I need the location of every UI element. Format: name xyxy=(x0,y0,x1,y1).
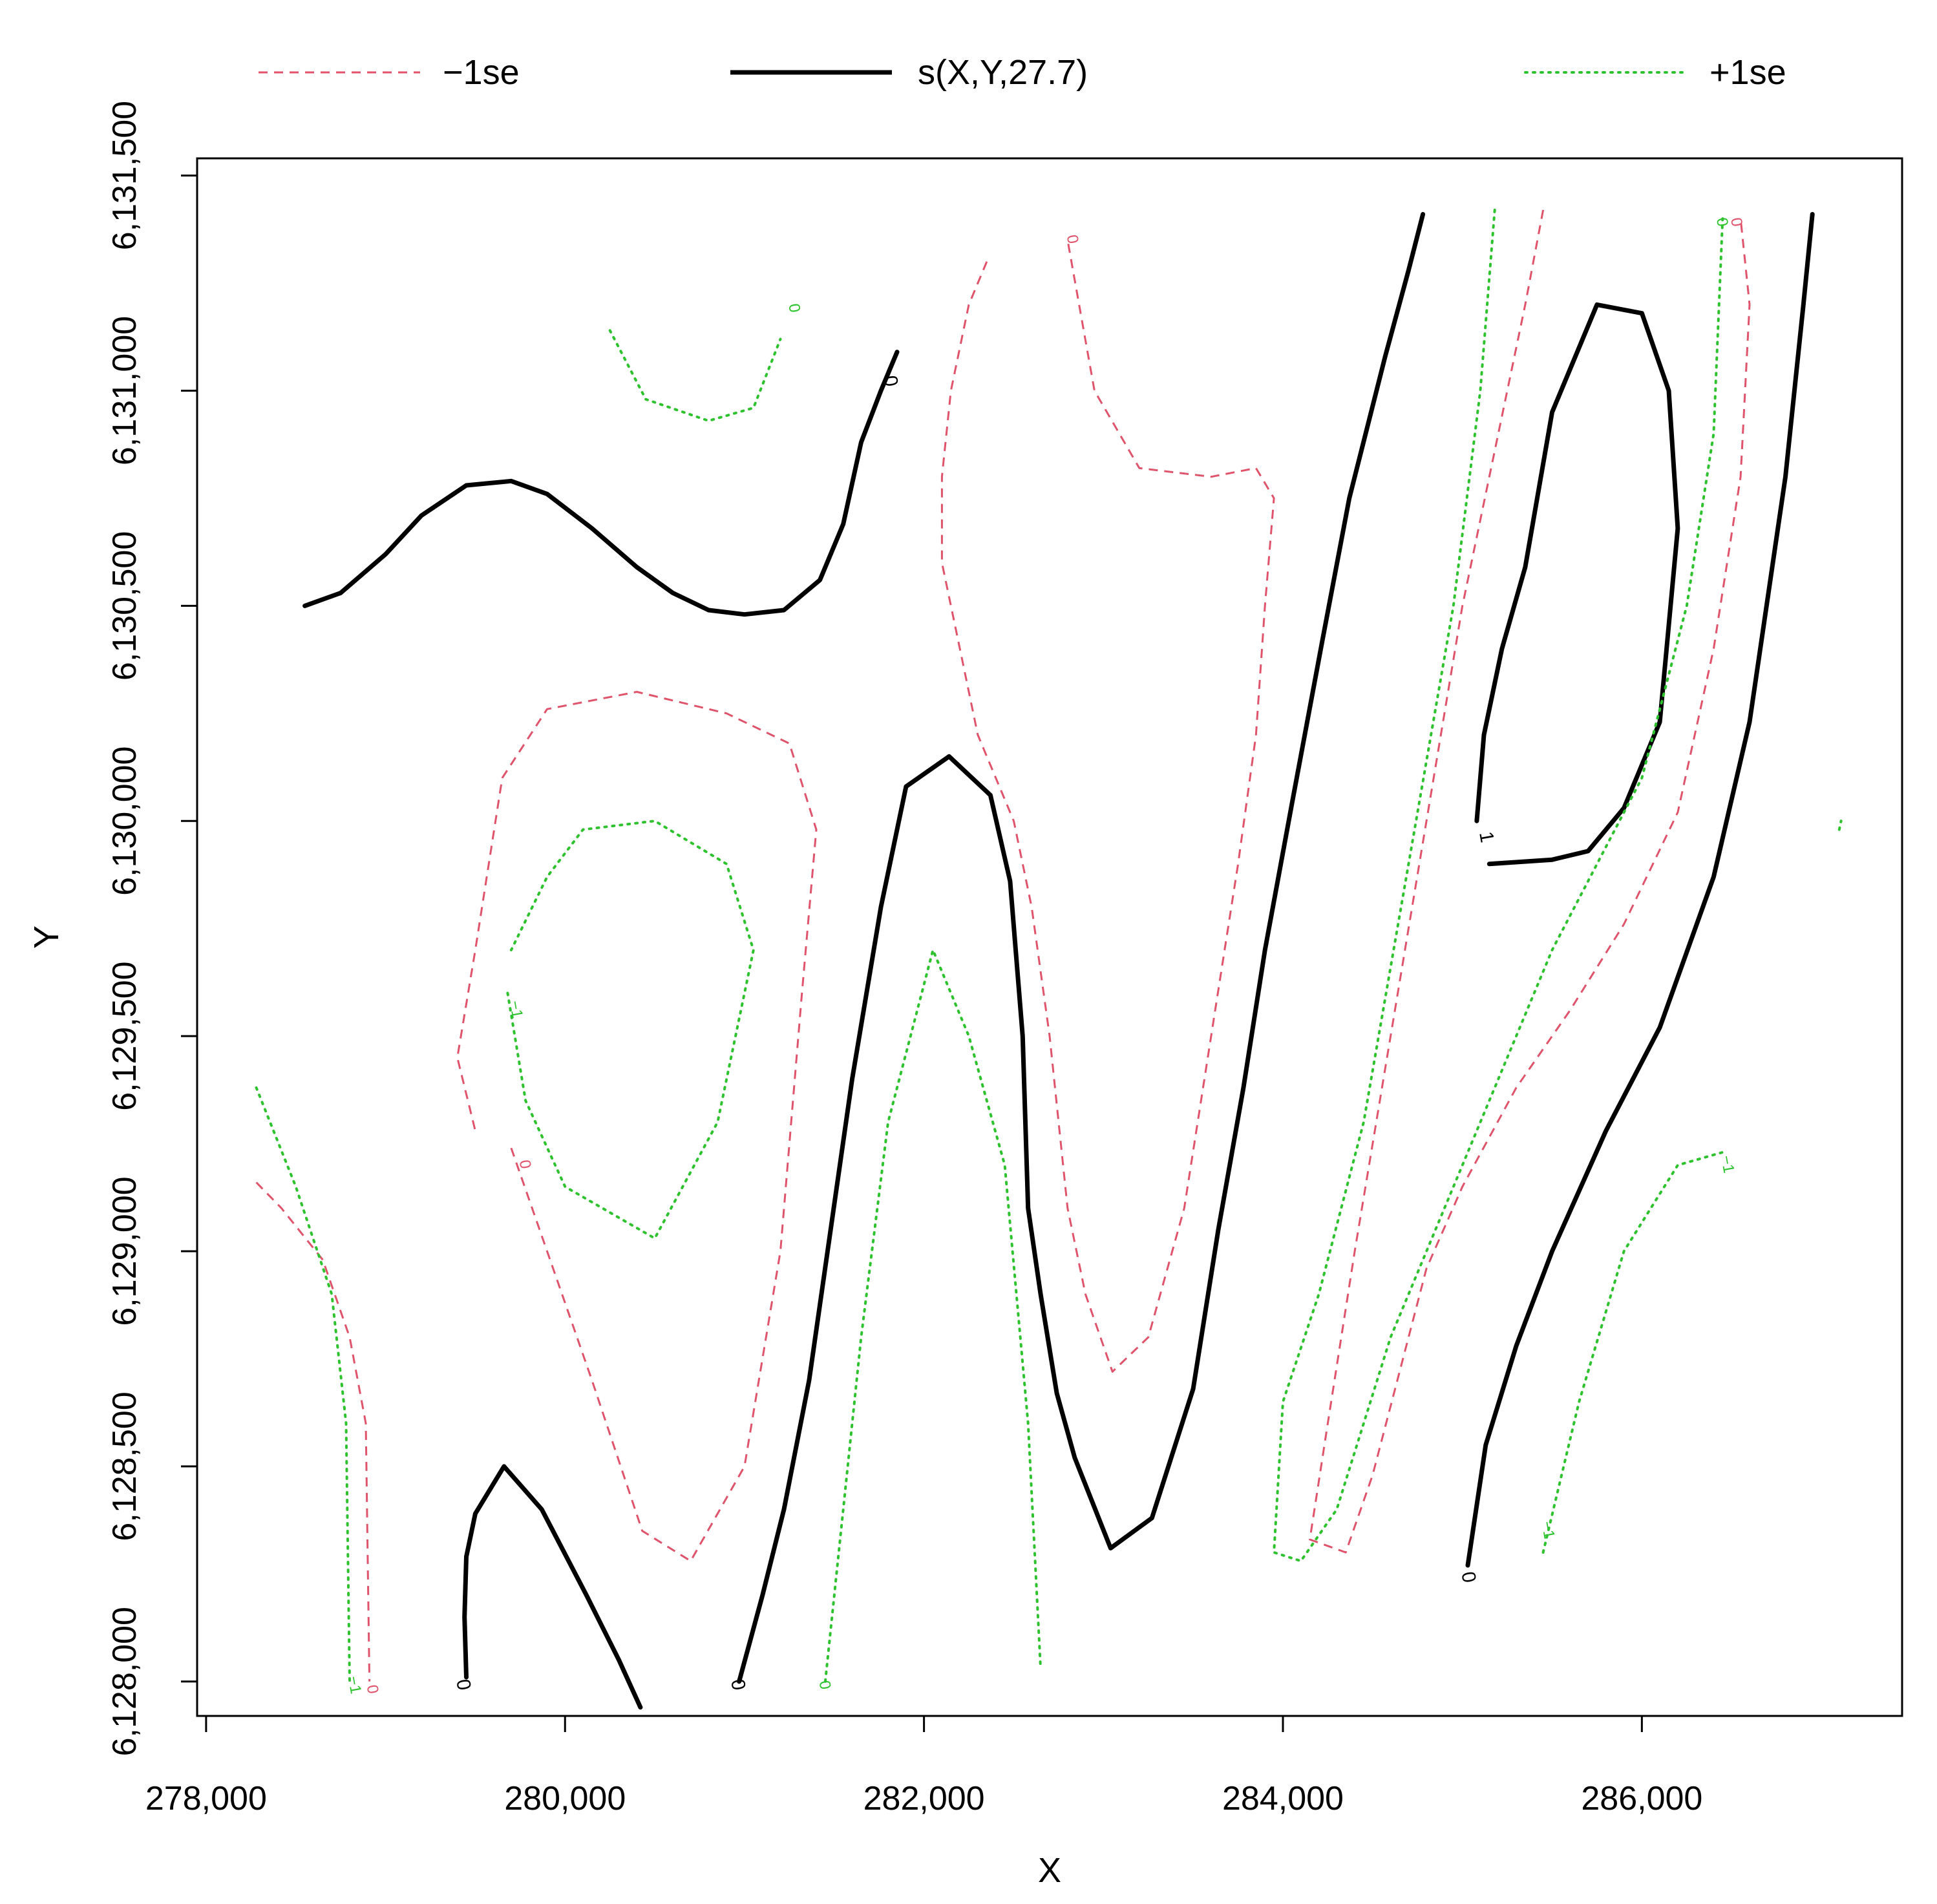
contour-plus1se-4 xyxy=(1273,208,1724,1563)
contour-minus1se-2 xyxy=(940,240,1275,1373)
x-tick-label-4: 286,000 xyxy=(1581,1780,1702,1817)
contour-fit-4 xyxy=(1465,212,1815,1568)
y-tick-label-6: 6,131,000 xyxy=(106,316,143,465)
legend-label-fit: s(X,Y,27.7) xyxy=(918,53,1088,92)
contour-minus1se-1 xyxy=(456,691,818,1562)
contour-lines xyxy=(255,208,1843,1710)
x-tick-label-0: 278,000 xyxy=(145,1780,267,1817)
x-tick-label-2: 282,000 xyxy=(863,1780,985,1817)
contour-plus1se-5 xyxy=(1541,1150,1724,1554)
y-tick-label-3: 6,129,500 xyxy=(106,961,143,1110)
contour-label-fit-3: 1 xyxy=(1475,830,1498,844)
contour-fit-3 xyxy=(1474,302,1680,867)
legend-label-plus1se: +1se xyxy=(1709,53,1786,92)
contour-label-minus1se-1: 0 xyxy=(516,1159,535,1170)
y-tick-label-0: 6,128,000 xyxy=(106,1607,143,1756)
x-axis: 278,000 280,000 282,000 284,000 286,000 xyxy=(145,1715,1702,1817)
contour-fit-2 xyxy=(737,212,1426,1684)
y-tick-label-1: 6,128,500 xyxy=(106,1391,143,1541)
contour-label-plus1se-1: −1 xyxy=(506,999,526,1020)
contour-plus1se-7 xyxy=(1837,820,1843,831)
x-tick-label-3: 284,000 xyxy=(1222,1780,1344,1817)
contour-label-minus1se-0: 0 xyxy=(363,1684,382,1695)
contour-label-fit-4: 0 xyxy=(1457,1570,1479,1584)
contour-label-plus1se-3: 0 xyxy=(816,1679,834,1691)
y-tick-label-5: 6,130,500 xyxy=(106,531,143,681)
y-axis-title: Y xyxy=(27,926,66,949)
contour-label-plus1se-0: −1 xyxy=(344,1675,365,1695)
y-tick-label-2: 6,129,000 xyxy=(106,1176,143,1326)
contour-label-plus1se-5: −1 xyxy=(1717,1154,1737,1175)
contour-label-plus1se-2: 0 xyxy=(785,302,803,314)
contour-minus1se-0 xyxy=(255,1181,371,1682)
x-tick-label-1: 280,000 xyxy=(504,1780,626,1817)
contour-plus1se-3 xyxy=(823,949,1043,1683)
contour-label-minus1se-2: 0 xyxy=(1063,233,1082,245)
contour-minus1se-3 xyxy=(1309,209,1751,1554)
y-tick-label-7: 6,131,500 xyxy=(106,101,143,250)
contour-label-plus1se-4: 0 xyxy=(1713,217,1731,228)
contour-fit-0 xyxy=(302,350,900,617)
y-axis: 6,128,000 6,128,500 6,129,000 6,129,500 6,13… xyxy=(106,101,198,1756)
contour-plus1se-0 xyxy=(255,1086,351,1683)
x-axis-title: X xyxy=(1038,1851,1061,1890)
contour-plus1se-1 xyxy=(506,820,755,1240)
legend: −1se s(X,Y,27.7) +1se xyxy=(259,53,1786,92)
contour-label-minus1se-3: 0 xyxy=(1727,217,1746,228)
contour-label-fit-2: 0 xyxy=(726,1678,749,1692)
legend-label-minus1se: −1se xyxy=(443,53,520,92)
contour-label-fit-0: 0 xyxy=(879,374,902,388)
y-tick-label-4: 6,130,000 xyxy=(106,746,143,896)
contour-fit-1 xyxy=(462,1464,643,1710)
contour-label-fit-1: 0 xyxy=(452,1678,474,1692)
contour-label-plus1se-6: −1 xyxy=(1538,1520,1558,1541)
